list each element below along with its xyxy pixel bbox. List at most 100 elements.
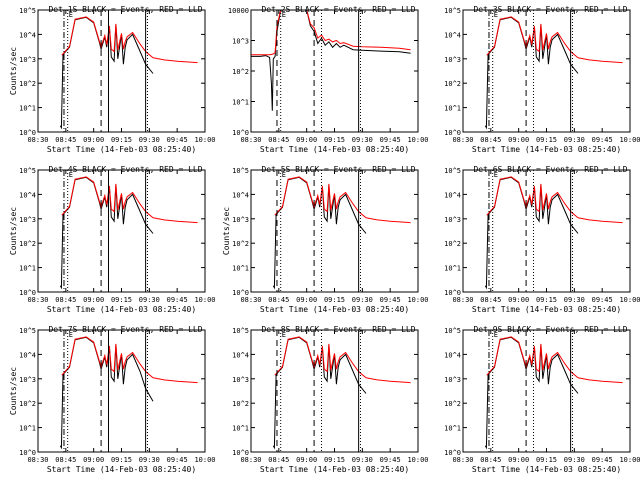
x-tick-label: 08:30: [240, 136, 261, 144]
x-tick-label: 09:30: [352, 456, 373, 464]
x-tick-label: 09:15: [324, 296, 345, 304]
x-tick-label: 10:00: [194, 296, 215, 304]
lld-series-line: [486, 16, 623, 64]
y-tick-label: 10^3: [232, 38, 249, 46]
x-tick-label: 09:45: [380, 456, 401, 464]
y-tick-label: 10^0: [232, 129, 249, 137]
y-tick-label: 10^5: [19, 7, 36, 15]
x-tick-label: 09:30: [564, 136, 585, 144]
x-tick-label: 09:00: [508, 296, 529, 304]
x-tick-label: 09:15: [536, 296, 557, 304]
x-tick-label: 09:15: [111, 136, 132, 144]
y-tick-label: 10^0: [232, 449, 249, 457]
y-tick-label: 10^2: [19, 80, 36, 88]
y-tick-label: 10^4: [444, 351, 461, 359]
x-tick-label: 09:15: [536, 136, 557, 144]
y-tick-label: 10^5: [19, 327, 36, 335]
lld-series-line: [274, 336, 411, 384]
x-tick-label: 09:00: [508, 456, 529, 464]
x-tick-label: 08:45: [268, 136, 289, 144]
y-tick-label: 10^4: [444, 31, 461, 39]
y-axis-title: Counts/sec: [222, 207, 231, 255]
x-tick-label: 08:30: [240, 456, 261, 464]
events-series-line: [484, 336, 579, 450]
y-tick-label: 10^3: [19, 376, 36, 384]
y-tick-label: 10^0: [232, 289, 249, 297]
x-tick-label: 09:30: [564, 456, 585, 464]
x-tick-label: 09:00: [83, 456, 104, 464]
x-axis-title: Start Time (14-Feb-03 08:25:40): [472, 465, 621, 474]
y-tick-label: 10^0: [444, 449, 461, 457]
y-tick-label: 10^1: [232, 425, 249, 433]
x-tick-label: 10:00: [194, 456, 215, 464]
x-tick-label: 08:45: [55, 136, 76, 144]
y-tick-label: 10^4: [19, 31, 36, 39]
x-tick-label: 09:00: [296, 456, 317, 464]
x-tick-label: 08:30: [27, 456, 48, 464]
lld-series-line: [486, 336, 623, 384]
x-tick-label: 08:30: [27, 296, 48, 304]
y-axis-title: Counts/sec: [9, 367, 18, 415]
y-tick-label: 10^1: [19, 425, 36, 433]
marker-flag: E: [69, 171, 73, 179]
x-tick-label: 09:30: [564, 296, 585, 304]
x-tick-label: 08:30: [452, 136, 473, 144]
y-tick-label: 10^3: [444, 376, 461, 384]
y-tick-label: 10^1: [19, 265, 36, 273]
y-tick-label: 10^3: [19, 216, 36, 224]
events-series-line: [484, 176, 579, 290]
y-tick-label: 10^5: [19, 167, 36, 175]
x-tick-label: 09:00: [296, 296, 317, 304]
x-tick-label: 08:45: [480, 136, 501, 144]
y-tick-label: 10^4: [232, 191, 249, 199]
y-tick-label: 10000: [228, 7, 249, 15]
x-tick-label: 10:00: [619, 136, 640, 144]
x-tick-label: 09:45: [167, 456, 188, 464]
y-tick-label: 10^1: [444, 265, 461, 273]
x-tick-label: 09:00: [508, 136, 529, 144]
x-axis-title: Start Time (14-Feb-03 08:25:40): [47, 465, 196, 474]
x-tick-label: 09:45: [592, 296, 613, 304]
x-tick-label: 09:45: [592, 456, 613, 464]
x-tick-label: 08:45: [268, 296, 289, 304]
x-tick-label: 08:45: [480, 296, 501, 304]
y-tick-label: 10^5: [444, 167, 461, 175]
y-tick-label: 10^3: [232, 376, 249, 384]
marker-flag: E: [282, 331, 286, 339]
y-tick-label: 10^1: [232, 99, 249, 107]
events-series-line: [272, 336, 367, 450]
lld-series-line: [61, 16, 198, 64]
y-tick-label: 10^5: [444, 327, 461, 335]
y-tick-label: 10^4: [19, 351, 36, 359]
x-tick-label: 08:30: [452, 296, 473, 304]
x-tick-label: 09:00: [296, 136, 317, 144]
events-series-line: [251, 10, 411, 111]
y-tick-label: 10^2: [444, 80, 461, 88]
marker-flag: E: [494, 171, 498, 179]
marker-flag: E: [69, 11, 73, 19]
x-tick-label: 10:00: [407, 136, 428, 144]
x-tick-label: 09:15: [324, 456, 345, 464]
x-tick-label: 08:45: [55, 296, 76, 304]
y-tick-label: 10^0: [19, 129, 36, 137]
events-series-line: [272, 176, 367, 290]
y-tick-label: 10^5: [444, 7, 461, 15]
marker-flag: E: [282, 11, 286, 19]
x-tick-label: 10:00: [407, 456, 428, 464]
x-tick-label: 08:45: [55, 456, 76, 464]
x-tick-label: 09:30: [139, 296, 160, 304]
y-tick-label: 10^1: [19, 105, 36, 113]
x-tick-label: 09:15: [324, 136, 345, 144]
x-tick-label: 09:45: [167, 136, 188, 144]
y-tick-label: 10^4: [19, 191, 36, 199]
x-tick-label: 09:45: [167, 296, 188, 304]
events-series-line: [59, 176, 154, 290]
x-tick-label: 10:00: [619, 456, 640, 464]
